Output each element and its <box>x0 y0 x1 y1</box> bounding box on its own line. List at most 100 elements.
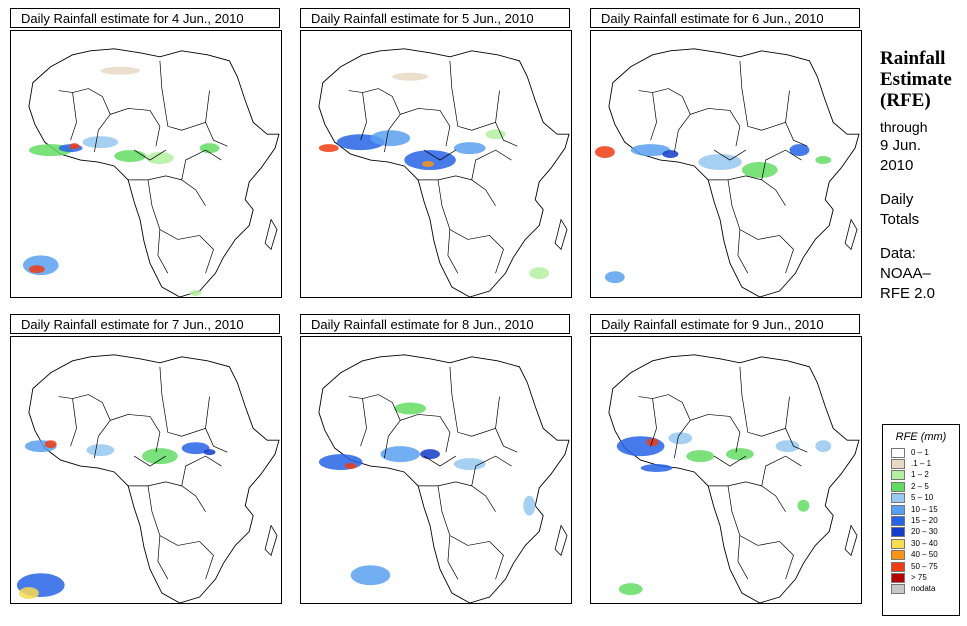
country-border <box>384 436 389 459</box>
rainfall-area <box>640 464 673 472</box>
legend-swatch <box>891 561 905 572</box>
rainfall-area <box>662 150 679 159</box>
country-border <box>650 92 657 141</box>
country-border <box>157 229 169 274</box>
legend-item: 10 – 15 <box>891 504 959 515</box>
country-border <box>650 398 657 447</box>
rainfall-area <box>616 436 665 457</box>
rainfall-area <box>815 156 832 164</box>
legend-label: 5 – 10 <box>911 493 934 503</box>
madagascar-outline <box>554 524 568 557</box>
country-border <box>471 455 512 486</box>
country-border <box>110 414 161 453</box>
country-border <box>737 535 749 580</box>
country-border <box>423 149 457 161</box>
map-panel-jun-8: Daily Rainfall estimate for 8 Jun., 2010 <box>300 314 572 604</box>
legend-label: 10 – 15 <box>911 504 938 514</box>
rainfall-area <box>181 442 210 455</box>
legend-swatch <box>891 493 905 504</box>
legend-swatch <box>891 481 905 492</box>
country-border <box>128 175 206 206</box>
country-border <box>447 229 459 274</box>
map-panel-jun-6: Daily Rainfall estimate for 6 Jun., 2010 <box>590 8 862 298</box>
rainfall-area <box>668 432 693 445</box>
country-border <box>495 428 518 453</box>
country-border <box>708 175 786 206</box>
country-border <box>128 481 206 512</box>
legend-item: 1 – 2 <box>891 470 959 481</box>
legend-swatch <box>891 470 905 481</box>
africa-coastline <box>28 354 280 603</box>
legend-label: 40 – 50 <box>911 550 938 560</box>
panel-title: Daily Rainfall estimate for 6 Jun., 2010 <box>590 8 860 28</box>
africa-coastline <box>608 48 860 297</box>
rainfall-area <box>142 448 178 465</box>
country-border <box>360 398 367 447</box>
africa-coastline <box>28 48 280 297</box>
country-border <box>199 235 214 274</box>
rainfall-area <box>350 565 391 586</box>
rainfall-area <box>44 440 57 449</box>
legend-label: 50 – 75 <box>911 561 938 571</box>
legend-item: nodata <box>891 584 959 595</box>
panel-title: Daily Rainfall estimate for 4 Jun., 2010 <box>10 8 280 28</box>
country-border <box>690 108 741 147</box>
legend-item: 30 – 40 <box>891 538 959 549</box>
rainfall-area <box>318 454 363 470</box>
legend-swatch <box>891 538 905 549</box>
country-border <box>449 60 500 131</box>
heading-line-3: (RFE) <box>880 90 931 111</box>
legend-swatch <box>891 504 905 515</box>
africa-coastline <box>318 354 570 603</box>
rainfall-area <box>789 144 810 157</box>
rainfall-area <box>741 162 778 178</box>
legend-label: 15 – 20 <box>911 516 938 526</box>
legend-label: 20 – 30 <box>911 527 938 537</box>
rainfall-area <box>686 450 715 463</box>
country-border <box>739 60 790 131</box>
rainfall-area <box>404 150 456 170</box>
country-border <box>761 455 802 486</box>
panel-title: Daily Rainfall estimate for 9 Jun., 2010 <box>590 314 860 334</box>
rainfall-area <box>815 440 832 453</box>
country-border <box>181 455 222 486</box>
rainfall-map <box>10 30 282 298</box>
rainfall-area <box>604 271 625 284</box>
country-border <box>423 455 457 467</box>
rainfall-area <box>203 449 216 456</box>
country-border <box>400 414 451 453</box>
country-border <box>94 436 99 459</box>
rainfall-area <box>370 130 411 147</box>
map-panel-jun-5: Daily Rainfall estimate for 5 Jun., 2010 <box>300 8 572 298</box>
rainfall-area <box>594 146 615 159</box>
legend-item: .1 – 1 <box>891 458 959 470</box>
rainfall-map <box>300 30 572 298</box>
legend-swatch <box>891 516 905 527</box>
legend-swatch <box>891 447 905 458</box>
rainfall-area <box>100 66 141 75</box>
africa-coastline <box>318 48 570 297</box>
rainfall-area <box>453 142 486 155</box>
legend-label: 30 – 40 <box>911 538 938 548</box>
rainfall-area <box>698 154 742 170</box>
country-border <box>199 541 214 580</box>
country-border <box>70 92 77 141</box>
rainfall-area <box>422 161 435 167</box>
legend-label: 2 – 5 <box>911 481 929 491</box>
country-border <box>418 175 496 206</box>
country-border <box>133 455 167 467</box>
rainfall-area <box>529 267 550 280</box>
rainfall-area <box>380 446 421 463</box>
country-border <box>157 535 169 580</box>
rainfall-area <box>618 583 643 596</box>
rainfall-area <box>394 402 427 415</box>
country-border <box>205 122 228 147</box>
rainfall-map <box>10 336 282 604</box>
legend-label: nodata <box>911 584 936 594</box>
country-border <box>674 130 679 153</box>
rainfall-map <box>590 30 862 298</box>
legend-item: > 75 <box>891 572 959 583</box>
rainfall-area <box>86 444 115 457</box>
data-source-line-2: RFE 2.0 <box>880 285 936 302</box>
legend-title: RFE (mm) <box>895 431 947 443</box>
